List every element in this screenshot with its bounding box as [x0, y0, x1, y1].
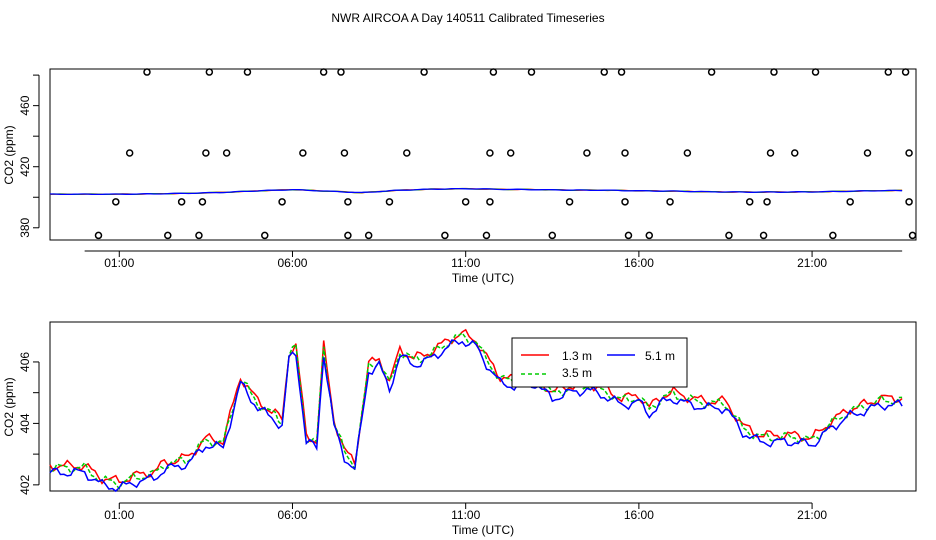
top-data	[49, 68, 917, 240]
standard-point	[202, 149, 210, 157]
legend-box	[511, 337, 688, 388]
bottom-series-line-5-1-m	[49, 339, 903, 493]
standard-point	[745, 198, 754, 206]
bottom-x-tick-label: 06:00	[277, 508, 307, 522]
bottom-y-label: CO2 (ppm)	[2, 377, 16, 436]
standard-point	[164, 231, 172, 240]
standard-point	[195, 231, 203, 240]
standard-point	[725, 231, 733, 240]
top-x-tick-label: 01:00	[104, 256, 134, 270]
standard-point	[645, 231, 654, 240]
bottom-axes: 01:00 06:00 11:00 16:00 21:00 402 404 406	[18, 352, 827, 522]
top-axes: 01:00 06:00 11:00 16:00 21:00 380 420 460	[18, 74, 903, 270]
standard-point	[482, 231, 491, 240]
standard-point	[340, 149, 349, 157]
standard-point	[770, 68, 778, 76]
standard-point	[884, 68, 893, 76]
standard-point	[707, 68, 716, 76]
top-y-label: CO2 (ppm)	[2, 125, 16, 184]
standard-point	[908, 231, 917, 240]
standard-point	[766, 149, 775, 157]
standard-point	[125, 149, 134, 157]
standard-point	[829, 231, 837, 240]
standard-point	[198, 198, 207, 206]
standard-point	[624, 231, 633, 240]
bottom-y-tick-label: 406	[18, 352, 32, 372]
standard-point	[905, 149, 913, 157]
top-y-tick-label: 380	[18, 217, 32, 237]
chart-title: NWR AIRCOA A Day 140511 Calibrated Times…	[331, 11, 604, 25]
top-y-tick-label: 420	[18, 156, 32, 176]
standard-point	[565, 198, 574, 206]
legend-label-5-1m: 5.1 m	[645, 349, 675, 363]
bottom-x-tick-label: 01:00	[104, 508, 134, 522]
standard-point	[621, 198, 629, 206]
standard-point	[243, 68, 252, 76]
standard-point	[461, 198, 470, 206]
standard-point	[621, 149, 629, 157]
top-x-tick-label: 21:00	[797, 256, 827, 270]
standard-point	[759, 231, 768, 240]
standard-point	[441, 231, 449, 240]
standard-point	[527, 68, 536, 76]
standard-point	[94, 231, 103, 240]
standard-point	[403, 149, 411, 157]
legend-label-3-5m: 3.5 m	[562, 366, 592, 380]
bottom-y-tick-label: 402	[18, 475, 32, 495]
standard-point	[299, 149, 307, 157]
standard-point	[486, 198, 494, 206]
standard-point	[205, 68, 214, 76]
standard-point	[319, 68, 328, 76]
standard-point	[177, 198, 186, 206]
standard-point	[583, 149, 591, 157]
bottom-x-tick-label: 11:00	[451, 508, 480, 522]
bottom-x-label: Time (UTC)	[452, 523, 514, 537]
top-y-tick-label: 460	[18, 95, 32, 115]
standard-point	[261, 231, 269, 240]
bottom-series-line-1-3-m	[49, 328, 903, 485]
standard-point	[506, 149, 515, 157]
top-x-tick-label: 11:00	[451, 256, 480, 270]
standard-point	[905, 198, 913, 206]
standard-point	[344, 231, 352, 240]
standard-point	[791, 149, 799, 157]
bottom-y-tick-label: 404	[18, 413, 32, 433]
bottom-x-tick-label: 16:00	[624, 508, 654, 522]
top-x-label: Time (UTC)	[452, 271, 514, 285]
standard-point	[222, 149, 231, 157]
standard-point	[112, 198, 120, 206]
standard-point	[617, 68, 626, 76]
standard-point	[420, 68, 428, 76]
bottom-x-tick-label: 21:00	[797, 508, 827, 522]
standard-point	[901, 68, 910, 76]
standard-point	[548, 231, 557, 240]
standard-point	[486, 149, 494, 157]
standard-point	[337, 68, 345, 76]
standard-point	[846, 198, 854, 206]
standard-point	[489, 68, 498, 76]
bottom-plot-frame	[49, 321, 917, 492]
legend-label-1-3m: 1.3 m	[562, 349, 592, 363]
legend: 1.3 m 5.1 m 3.5 m	[511, 337, 688, 388]
standard-point	[863, 149, 872, 157]
standard-point	[666, 198, 674, 206]
standard-point	[811, 68, 820, 76]
top-x-tick-label: 16:00	[624, 256, 654, 270]
top-x-tick-label: 06:00	[277, 256, 307, 270]
standard-point	[683, 149, 692, 157]
standard-point	[143, 68, 151, 76]
standard-point	[364, 231, 373, 240]
standard-point	[600, 68, 608, 76]
standard-point	[278, 198, 286, 206]
standard-point	[344, 198, 352, 206]
standard-point	[763, 198, 771, 206]
bottom-data	[49, 328, 903, 493]
top-plot-frame	[49, 68, 917, 241]
standard-point	[385, 198, 394, 206]
top-series-line-5-1-m	[50, 187, 903, 196]
